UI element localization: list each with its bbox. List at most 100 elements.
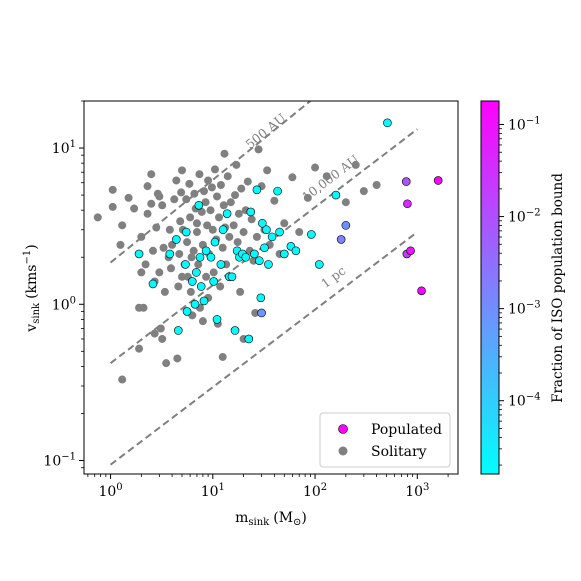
legend-label-populated: Populated [371,422,442,438]
y-tick-label: 10−1 [43,452,76,470]
solitary-point [199,187,208,196]
solitary-point [263,166,272,175]
populated-point [227,272,237,282]
solitary-point [359,187,368,196]
solitary-point [254,145,263,154]
solitary-point [159,243,168,252]
solitary-point [239,228,248,237]
populated-point [257,308,266,318]
populated-point [246,207,256,217]
populated-point [401,177,411,186]
populated-point [258,218,267,228]
populated-point [273,186,282,196]
solitary-point [252,232,261,241]
solitary-point [207,183,216,192]
solitary-point [341,198,350,207]
solitary-point [189,246,198,255]
solitary-point [137,232,146,241]
solitary-point [201,198,210,207]
solitary-point [165,225,174,234]
populated-point [279,249,289,259]
solitary-point [118,221,127,230]
solitary-point [108,185,117,194]
solitary-point [192,228,201,237]
solitary-points [93,145,381,384]
populated-point [165,249,175,259]
populated-point [256,293,266,303]
solitary-point [288,173,297,182]
populated-point [216,260,226,269]
plot-frame [83,100,459,475]
x-axis-label: msink (M⊙) [235,510,307,528]
populated-point [433,176,443,185]
legend: Populated Solitary [319,412,451,468]
solitary-point [203,221,212,230]
solitary-point [251,308,260,317]
solitary-point [155,268,164,277]
solitary-point [156,324,165,333]
solitary-point [170,195,179,204]
solitary-point [303,193,312,202]
solitary-point [158,334,167,343]
solitary-point [210,165,219,174]
colorbar-gradient [480,100,500,475]
solitary-point [215,213,224,222]
populated-point [255,256,264,266]
x-axis-ticks: 100 101 102 103 [87,474,449,500]
colorbar-label: Fraction of ISO population bound [550,173,566,403]
solitary-point [185,179,194,188]
populated-point [212,315,222,324]
solitary-point [192,219,201,228]
solitary-point [143,182,152,191]
solitary-point [160,287,169,296]
populated-point [252,185,262,195]
solitary-point [178,166,187,175]
populated-point [244,334,254,344]
solitary-point [218,352,227,361]
solitary-point [236,287,245,296]
solitary-point [174,282,183,291]
populated-point [195,252,205,262]
solitary-point [208,225,217,234]
solitary-point [172,176,181,185]
populated-point [383,118,392,128]
solitary-point [229,221,238,230]
populated-point [210,237,220,247]
solitary-point [158,201,167,210]
populated-point [201,246,211,256]
populated-point [341,221,351,230]
solitary-point [243,177,252,186]
solitary-point [143,209,152,218]
colorbar-tick-label: 10−3 [508,300,541,318]
populated-point [336,235,346,244]
populated-point [182,307,192,316]
solitary-point [139,303,148,312]
populated-point [148,279,158,289]
solitary-point [195,170,204,179]
solitary-point [249,256,258,265]
populated-point [260,243,269,253]
x-tick-label: 102 [303,482,327,500]
populated-point [267,232,277,242]
populated-point [275,227,284,237]
solitary-point [197,207,206,216]
solitary-point [351,160,360,169]
legend-box [319,412,451,468]
y-tick-label: 101 [52,139,76,157]
solitary-point [233,238,242,247]
solitary-point [116,240,125,249]
populated-point [209,277,218,286]
solitary-point [130,204,139,213]
solitary-point [118,375,127,384]
populated-point [192,268,201,277]
solitary-point [270,196,279,205]
reference-line [109,101,312,264]
solitary-point [175,249,184,258]
populated-point [307,230,316,239]
solitary-point [231,191,240,200]
solitary-point [232,160,241,169]
solitary-point [311,163,320,172]
populated-point [417,286,426,296]
colorbar-tick-label: 10−1 [508,116,541,134]
